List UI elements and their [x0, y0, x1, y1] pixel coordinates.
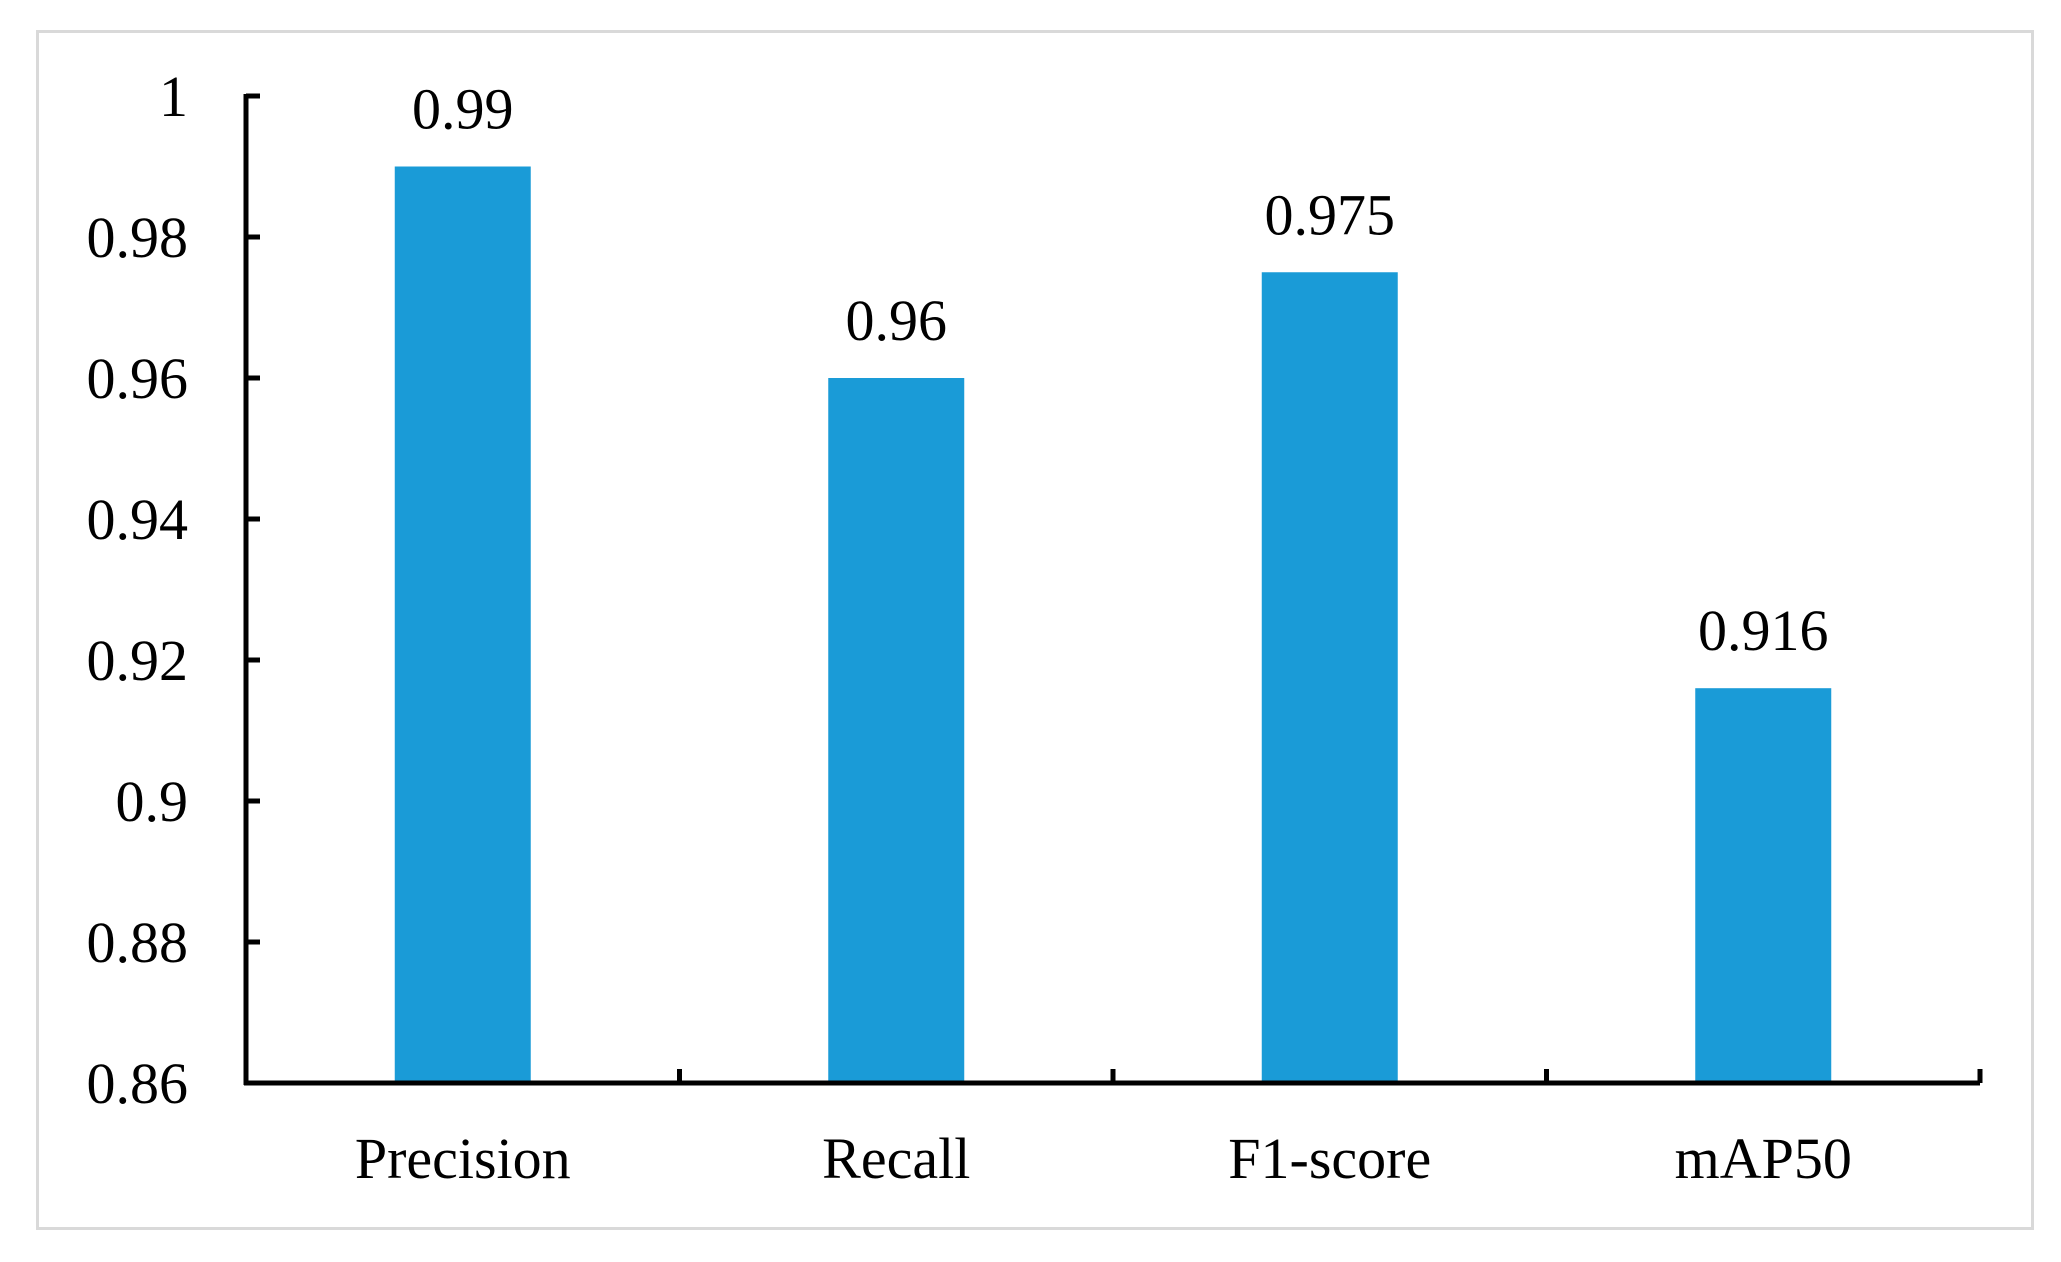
x-tick-label: F1-score: [1228, 1126, 1431, 1191]
x-tick-label: mAP50: [1675, 1126, 1852, 1191]
y-tick-label: 0.86: [87, 1051, 189, 1116]
x-tick-label: Precision: [355, 1126, 571, 1191]
y-tick-label: 0.92: [87, 628, 189, 693]
y-tick-label: 0.98: [87, 205, 189, 270]
y-tick-label: 0.9: [116, 769, 189, 834]
x-tick-label: Recall: [822, 1126, 970, 1191]
data-label: 0.975: [1265, 182, 1396, 247]
y-tick-label: 0.94: [87, 487, 189, 552]
bar-map50: [1695, 688, 1832, 1083]
y-axis-tick-labels: 0.86 0.88 0.9 0.92 0.94 0.96 0.98 1: [87, 64, 189, 1116]
data-label: 0.916: [1698, 598, 1829, 663]
bar-f1-score: [1261, 272, 1398, 1083]
y-tick-label: 1: [159, 64, 188, 129]
y-tick-label: 0.88: [87, 910, 189, 975]
data-labels: 0.99 0.96 0.975 0.916: [412, 77, 1829, 664]
x-axis-tick-labels: Precision Recall F1-score mAP50: [355, 1126, 1852, 1191]
bar-recall: [828, 378, 965, 1083]
data-label: 0.99: [412, 77, 514, 142]
data-label: 0.96: [846, 288, 948, 353]
bars: [394, 166, 1832, 1083]
y-tick-label: 0.96: [87, 346, 189, 411]
bar-precision: [394, 166, 531, 1083]
